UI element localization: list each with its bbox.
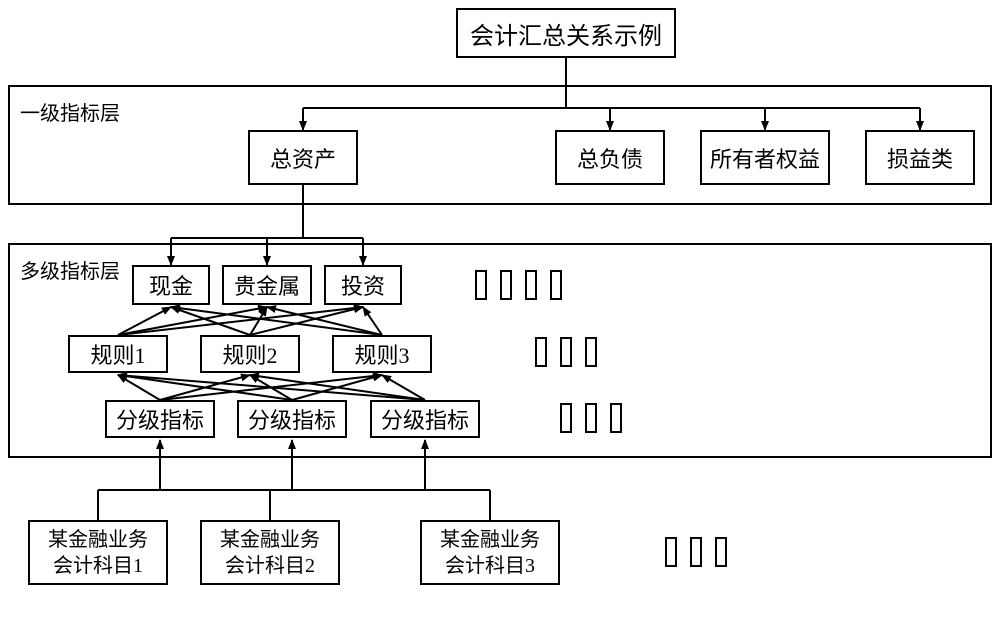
node-equity: 所有者权益 <box>700 130 830 185</box>
node-acct2-line2: 会计科目2 <box>225 553 315 579</box>
node-liabilities-label: 总负债 <box>577 142 643 174</box>
node-rule2-label: 规则2 <box>222 338 277 370</box>
node-acct1-line2: 会计科目1 <box>53 553 143 579</box>
node-assets: 总资产 <box>248 130 358 185</box>
node-rule2: 规则2 <box>200 335 300 373</box>
node-rule1: 规则1 <box>68 335 168 373</box>
node-acct1-line1: 某金融业务 <box>48 527 148 553</box>
ellipsis-box <box>535 337 547 367</box>
ellipsis-box <box>690 537 702 567</box>
ellipsis-box <box>550 270 562 300</box>
node-acct2-line1: 某金融业务 <box>220 527 320 553</box>
node-pl: 损益类 <box>865 130 975 185</box>
node-acct3-line2: 会计科目3 <box>445 553 535 579</box>
ellipsis-box <box>585 403 597 433</box>
ellipsis-box <box>715 537 727 567</box>
node-acct1: 某金融业务 会计科目1 <box>28 520 168 585</box>
node-equity-label: 所有者权益 <box>710 142 820 174</box>
node-rule3: 规则3 <box>332 335 432 373</box>
node-cash: 现金 <box>132 265 210 305</box>
ellipsis-box <box>610 403 622 433</box>
node-sub2-label: 分级指标 <box>248 403 336 435</box>
node-rule3-label: 规则3 <box>354 338 409 370</box>
ellipsis-box <box>665 537 677 567</box>
node-metal-label: 贵金属 <box>234 269 300 301</box>
ellipsis-box <box>525 270 537 300</box>
root-label: 会计汇总关系示例 <box>470 16 662 51</box>
node-sub1-label: 分级指标 <box>116 403 204 435</box>
node-liabilities: 总负债 <box>555 130 665 185</box>
node-invest-label: 投资 <box>341 269 385 301</box>
node-sub2: 分级指标 <box>237 400 347 438</box>
node-acct2: 某金融业务 会计科目2 <box>200 520 340 585</box>
ellipsis-box <box>500 270 512 300</box>
node-metal: 贵金属 <box>222 265 312 305</box>
node-rule1-label: 规则1 <box>90 338 145 370</box>
node-cash-label: 现金 <box>149 269 193 301</box>
node-invest: 投资 <box>324 265 402 305</box>
node-assets-label: 总资产 <box>270 142 336 174</box>
ellipsis-box <box>585 337 597 367</box>
ellipsis-box <box>560 337 572 367</box>
root-node: 会计汇总关系示例 <box>456 8 676 58</box>
node-sub1: 分级指标 <box>105 400 215 438</box>
node-sub3: 分级指标 <box>370 400 480 438</box>
node-acct3: 某金融业务 会计科目3 <box>420 520 560 585</box>
node-sub3-label: 分级指标 <box>381 403 469 435</box>
ellipsis-box <box>560 403 572 433</box>
node-acct3-line1: 某金融业务 <box>440 527 540 553</box>
ellipsis-box <box>475 270 487 300</box>
node-pl-label: 损益类 <box>887 142 953 174</box>
